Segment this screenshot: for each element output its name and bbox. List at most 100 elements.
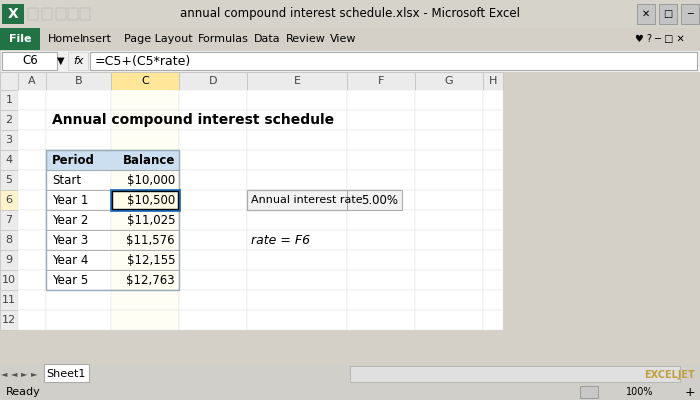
- Bar: [247, 110, 347, 130]
- Text: G: G: [444, 76, 454, 86]
- Bar: [415, 310, 483, 330]
- Text: 3: 3: [6, 135, 13, 145]
- Bar: [347, 150, 415, 170]
- Text: 100%: 100%: [626, 387, 654, 397]
- Text: rate = F6: rate = F6: [251, 234, 310, 246]
- Bar: [111, 90, 179, 110]
- Text: X: X: [8, 7, 18, 21]
- Bar: [247, 250, 347, 270]
- Bar: [46, 270, 179, 290]
- Bar: [18, 110, 46, 130]
- Bar: [347, 210, 415, 230]
- Text: ─: ─: [687, 9, 693, 19]
- Bar: [347, 72, 415, 90]
- Bar: [28, 8, 38, 20]
- Bar: [18, 230, 46, 250]
- Bar: [415, 130, 483, 150]
- Bar: [56, 8, 66, 20]
- Bar: [179, 90, 247, 110]
- Bar: [111, 110, 179, 130]
- Bar: [347, 170, 415, 190]
- Text: =C5+(C5*rate): =C5+(C5*rate): [95, 54, 191, 68]
- Text: ✕: ✕: [642, 9, 650, 19]
- Text: 6: 6: [6, 195, 13, 205]
- Text: H: H: [489, 76, 497, 86]
- Bar: [179, 190, 247, 210]
- Bar: [483, 90, 503, 110]
- Text: ◄: ◄: [1, 370, 7, 378]
- Bar: [46, 150, 179, 170]
- Text: ♥ ? ─ □ ✕: ♥ ? ─ □ ✕: [635, 34, 685, 44]
- Bar: [483, 190, 503, 210]
- Bar: [415, 150, 483, 170]
- Bar: [247, 170, 347, 190]
- Bar: [347, 270, 415, 290]
- Bar: [415, 250, 483, 270]
- Bar: [483, 210, 503, 230]
- Bar: [0, 210, 18, 230]
- Bar: [46, 290, 111, 310]
- Bar: [46, 90, 111, 110]
- Bar: [0, 150, 18, 170]
- Bar: [111, 190, 179, 210]
- Bar: [0, 270, 18, 290]
- Bar: [483, 170, 503, 190]
- Text: A: A: [28, 76, 36, 86]
- Bar: [0, 170, 18, 190]
- Bar: [179, 290, 247, 310]
- Bar: [18, 130, 46, 150]
- Text: ►: ►: [21, 370, 27, 378]
- Bar: [415, 270, 483, 290]
- Text: C: C: [141, 76, 149, 86]
- Bar: [46, 72, 111, 90]
- Text: $11,025: $11,025: [127, 214, 175, 226]
- Bar: [46, 250, 179, 270]
- Bar: [415, 110, 483, 130]
- Bar: [347, 250, 415, 270]
- Bar: [347, 230, 415, 250]
- Text: E: E: [293, 76, 300, 86]
- Bar: [18, 250, 46, 270]
- Bar: [111, 190, 179, 210]
- Text: Annual interest rate: Annual interest rate: [251, 195, 363, 205]
- Bar: [46, 190, 111, 210]
- Bar: [247, 290, 347, 310]
- Bar: [46, 310, 111, 330]
- Text: 8: 8: [6, 235, 13, 245]
- Bar: [483, 270, 503, 290]
- Text: Year 2: Year 2: [52, 214, 88, 226]
- Bar: [681, 4, 699, 24]
- Text: 5: 5: [6, 175, 13, 185]
- Bar: [18, 310, 46, 330]
- Bar: [0, 290, 18, 310]
- Text: Data: Data: [254, 34, 281, 44]
- Bar: [42, 8, 52, 20]
- Text: EXCELJET: EXCELJET: [644, 370, 695, 380]
- Bar: [179, 170, 247, 190]
- Bar: [46, 210, 179, 230]
- Text: 5.00%: 5.00%: [361, 194, 398, 206]
- Text: Balance: Balance: [122, 154, 175, 166]
- Bar: [112, 191, 178, 209]
- Bar: [179, 310, 247, 330]
- Text: 10: 10: [2, 275, 16, 285]
- Bar: [580, 386, 598, 398]
- Text: Page Layout: Page Layout: [124, 34, 192, 44]
- Bar: [350, 366, 680, 382]
- Text: ▼: ▼: [57, 56, 64, 66]
- Bar: [0, 72, 18, 90]
- Bar: [46, 170, 179, 190]
- Bar: [111, 270, 179, 290]
- Bar: [0, 110, 18, 130]
- Text: $10,500: $10,500: [127, 194, 175, 206]
- Bar: [179, 250, 247, 270]
- Text: +: +: [685, 386, 695, 398]
- Text: Period: Period: [52, 154, 95, 166]
- Bar: [46, 270, 111, 290]
- Text: Insert: Insert: [80, 34, 112, 44]
- Bar: [46, 190, 179, 210]
- Bar: [347, 130, 415, 150]
- Bar: [44, 364, 89, 382]
- Bar: [415, 290, 483, 310]
- Bar: [483, 250, 503, 270]
